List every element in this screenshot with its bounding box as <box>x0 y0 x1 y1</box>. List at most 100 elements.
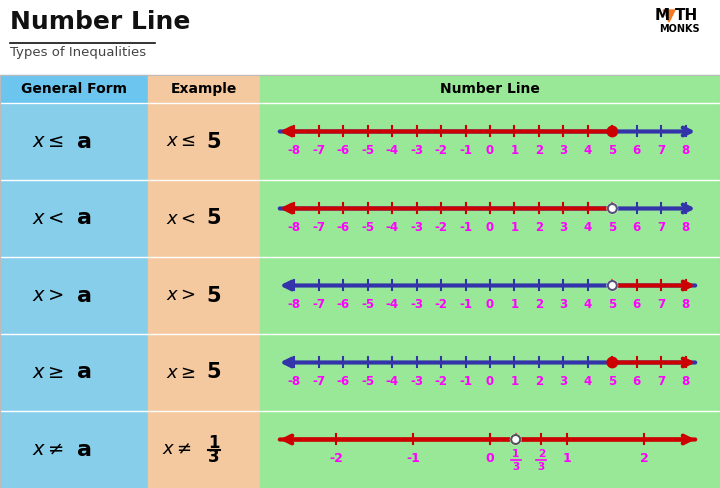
Bar <box>0 334 148 411</box>
Polygon shape <box>663 10 675 22</box>
Text: 8: 8 <box>682 144 690 157</box>
Text: -5: -5 <box>361 298 374 311</box>
Text: -2: -2 <box>329 452 343 465</box>
Text: $x\leq$: $x\leq$ <box>166 133 196 150</box>
Text: $\mathbf{5}$: $\mathbf{5}$ <box>206 285 221 305</box>
Text: $\mathbf{a}$: $\mathbf{a}$ <box>76 208 91 228</box>
Text: -7: -7 <box>312 221 325 234</box>
Text: -4: -4 <box>385 221 399 234</box>
Text: $\mathbf{a}$: $\mathbf{a}$ <box>76 131 91 151</box>
Bar <box>0 75 720 488</box>
Bar <box>148 334 260 411</box>
Text: 7: 7 <box>657 144 665 157</box>
Text: -7: -7 <box>312 144 325 157</box>
Bar <box>260 75 720 103</box>
Text: $x<$: $x<$ <box>32 209 64 228</box>
Text: Types of Inequalities: Types of Inequalities <box>10 46 146 59</box>
Text: 3: 3 <box>559 298 567 311</box>
Text: -6: -6 <box>337 221 350 234</box>
Text: -1: -1 <box>459 144 472 157</box>
Text: -3: -3 <box>410 144 423 157</box>
Text: 6: 6 <box>633 221 641 234</box>
Text: 0: 0 <box>486 221 494 234</box>
Circle shape <box>608 204 617 213</box>
Text: 4: 4 <box>584 144 592 157</box>
Text: 3: 3 <box>512 462 519 472</box>
Text: 1: 1 <box>510 221 518 234</box>
Text: 3: 3 <box>559 375 567 388</box>
Text: $x\geq$: $x\geq$ <box>166 364 196 382</box>
Bar <box>260 257 720 334</box>
Text: 8: 8 <box>682 298 690 311</box>
Text: 5: 5 <box>608 221 616 234</box>
Bar <box>260 411 720 488</box>
Text: -4: -4 <box>385 375 399 388</box>
Text: -3: -3 <box>410 375 423 388</box>
Circle shape <box>608 281 617 290</box>
Text: -8: -8 <box>288 375 301 388</box>
Text: 5: 5 <box>608 375 616 388</box>
Text: -1: -1 <box>406 452 420 465</box>
Text: General Form: General Form <box>21 82 127 96</box>
Text: $\mathbf{5}$: $\mathbf{5}$ <box>206 131 221 151</box>
Bar <box>148 411 260 488</box>
Text: 6: 6 <box>633 375 641 388</box>
Text: 0: 0 <box>486 298 494 311</box>
Text: 3: 3 <box>538 462 545 472</box>
Text: 1: 1 <box>510 375 518 388</box>
Text: 2: 2 <box>535 298 543 311</box>
Text: 7: 7 <box>657 298 665 311</box>
Text: -1: -1 <box>459 221 472 234</box>
Bar <box>148 75 260 103</box>
Text: $\mathbf{a}$: $\mathbf{a}$ <box>76 363 91 383</box>
Text: $x\neq$: $x\neq$ <box>32 440 64 459</box>
Text: MONKS: MONKS <box>659 24 700 34</box>
Text: -6: -6 <box>337 375 350 388</box>
Text: $x\geq$: $x\geq$ <box>32 363 64 382</box>
Text: -3: -3 <box>410 298 423 311</box>
Text: 5: 5 <box>608 144 616 157</box>
Text: 1: 1 <box>510 144 518 157</box>
Text: $\mathbf{5}$: $\mathbf{5}$ <box>206 363 221 383</box>
Text: -2: -2 <box>435 375 448 388</box>
Text: $\mathbf{5}$: $\mathbf{5}$ <box>206 208 221 228</box>
Text: 8: 8 <box>682 221 690 234</box>
Text: 0: 0 <box>486 375 494 388</box>
Bar <box>260 334 720 411</box>
Text: 7: 7 <box>657 375 665 388</box>
Text: $x\leq$: $x\leq$ <box>32 132 64 151</box>
Circle shape <box>608 127 617 136</box>
Text: 8: 8 <box>682 375 690 388</box>
Text: 1: 1 <box>512 449 519 459</box>
Text: -4: -4 <box>385 298 399 311</box>
Text: 1: 1 <box>562 452 572 465</box>
Text: 4: 4 <box>584 298 592 311</box>
Text: -7: -7 <box>312 375 325 388</box>
Bar <box>0 411 148 488</box>
Text: 4: 4 <box>584 221 592 234</box>
Text: 0: 0 <box>485 452 495 465</box>
Text: 3: 3 <box>559 144 567 157</box>
Text: Example: Example <box>171 82 237 96</box>
Bar <box>260 103 720 180</box>
Circle shape <box>511 435 520 444</box>
Text: $x>$: $x>$ <box>166 286 196 305</box>
Text: 0: 0 <box>486 144 494 157</box>
Text: -2: -2 <box>435 144 448 157</box>
Text: -2: -2 <box>435 221 448 234</box>
Text: M: M <box>655 8 670 23</box>
Text: $x>$: $x>$ <box>32 286 64 305</box>
Text: -1: -1 <box>459 375 472 388</box>
Text: 1: 1 <box>208 433 220 451</box>
Bar <box>0 103 148 180</box>
Text: -2: -2 <box>435 298 448 311</box>
Text: $x<$: $x<$ <box>166 209 196 227</box>
Bar <box>148 103 260 180</box>
Text: 2: 2 <box>538 449 545 459</box>
Bar <box>148 180 260 257</box>
Text: -8: -8 <box>288 298 301 311</box>
Bar <box>0 257 148 334</box>
Text: -8: -8 <box>288 144 301 157</box>
Text: 6: 6 <box>633 298 641 311</box>
Text: 3: 3 <box>208 448 220 467</box>
